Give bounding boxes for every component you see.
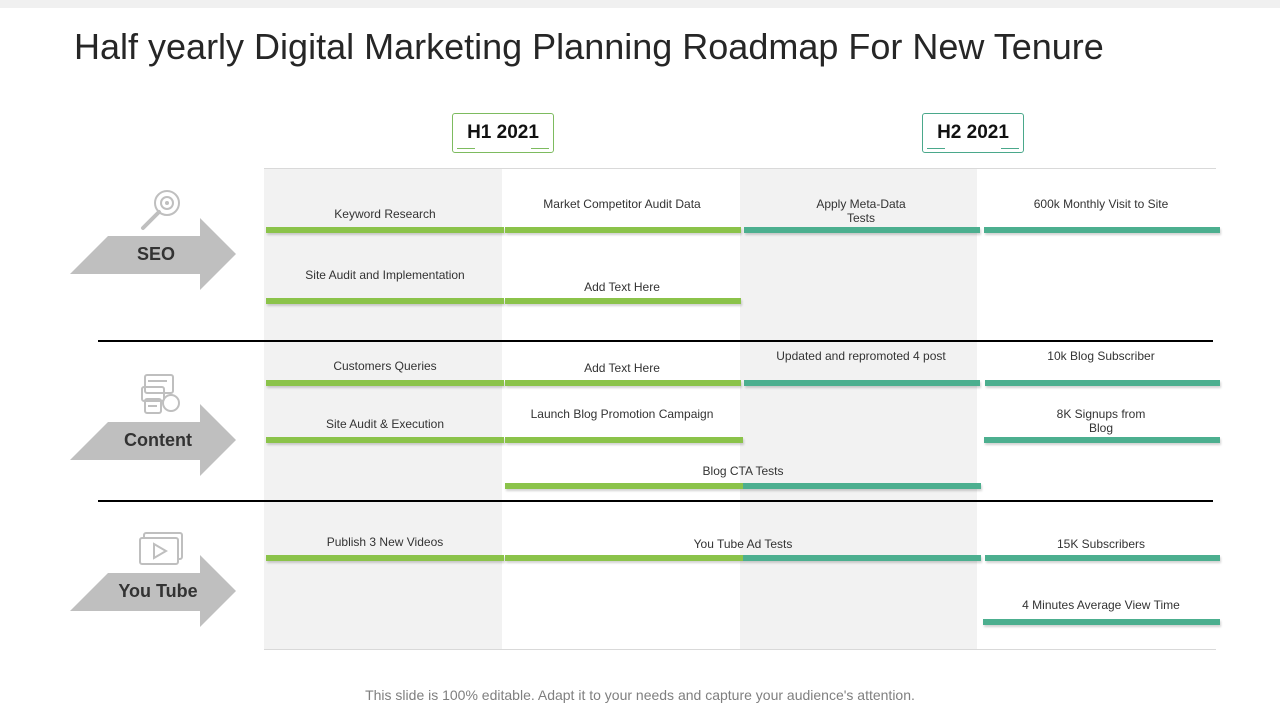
task-label: Site Audit and Implementation <box>305 268 465 282</box>
task-label: Blog CTA Tests <box>702 464 784 478</box>
task-label: Publish 3 New Videos <box>326 535 444 549</box>
column-shade-q1 <box>264 168 502 649</box>
task-bar <box>505 555 981 561</box>
row-label-content: Content <box>124 430 192 450</box>
task-label: 15K Subscribers <box>1056 537 1146 551</box>
task-bar <box>505 380 741 386</box>
row-arrow-content <box>70 404 236 476</box>
task-label: Add Text Here <box>584 280 660 294</box>
task-bar <box>505 483 981 489</box>
task-label: Customers Queries <box>333 359 437 373</box>
magnifier-gear-icon <box>141 190 180 230</box>
row-label-youtube: You Tube <box>118 581 198 601</box>
task-bar <box>505 437 743 443</box>
task-bar <box>984 437 1220 443</box>
task-bar <box>985 380 1220 386</box>
task-bar <box>505 227 741 233</box>
task-bar <box>744 380 980 386</box>
row-arrow-seo <box>70 218 236 290</box>
half-label-h1: H1 2021 <box>452 113 554 153</box>
top-band <box>0 0 1280 8</box>
task-bar <box>266 555 504 561</box>
task-bar <box>983 619 1220 625</box>
half-label-h2-text: H2 2021 <box>937 122 1009 143</box>
video-player-icon <box>139 532 183 565</box>
half-label-tick <box>457 148 475 149</box>
half-label-tick <box>1001 148 1019 149</box>
task-label: Updated and repromoted 4 post <box>776 349 946 363</box>
task-label: Add Text Here <box>584 361 660 375</box>
task-bar <box>266 380 504 386</box>
content-documents-icon <box>141 374 180 414</box>
task-label: 10k Blog Subscriber <box>1047 349 1155 363</box>
task-bar <box>984 227 1220 233</box>
grid-bottom-line <box>264 649 1216 650</box>
half-label-h1-text: H1 2021 <box>467 122 539 143</box>
page-title: Half yearly Digital Marketing Planning R… <box>74 26 1104 67</box>
task-label: Apply Meta-Data Tests <box>816 197 906 225</box>
half-label-h2: H2 2021 <box>922 113 1024 153</box>
task-label: 4 Minutes Average View Time <box>1022 598 1180 612</box>
section-divider <box>98 340 1213 342</box>
task-bar <box>505 298 741 304</box>
footer-note: This slide is 100% editable. Adapt it to… <box>365 687 915 703</box>
task-label: Site Audit & Execution <box>325 417 445 431</box>
task-label: 8K Signups from Blog <box>1056 407 1146 435</box>
row-label-seo: SEO <box>136 244 175 264</box>
grid-top-line <box>264 168 1216 169</box>
column-shade-q3 <box>740 168 977 649</box>
task-bar <box>985 555 1220 561</box>
task-label: You Tube Ad Tests <box>693 537 793 551</box>
task-label: Market Competitor Audit Data <box>543 197 701 211</box>
task-label: Keyword Research <box>334 207 436 221</box>
half-label-tick <box>531 148 549 149</box>
task-label: Launch Blog Promotion Campaign <box>530 407 714 421</box>
task-bar <box>266 227 504 233</box>
task-bar <box>266 437 504 443</box>
task-label: 600k Monthly Visit to Site <box>1033 197 1169 211</box>
half-label-tick <box>927 148 945 149</box>
section-divider <box>98 500 1213 502</box>
task-bar <box>266 298 504 304</box>
task-bar <box>744 227 980 233</box>
row-arrow-youtube <box>70 555 236 627</box>
